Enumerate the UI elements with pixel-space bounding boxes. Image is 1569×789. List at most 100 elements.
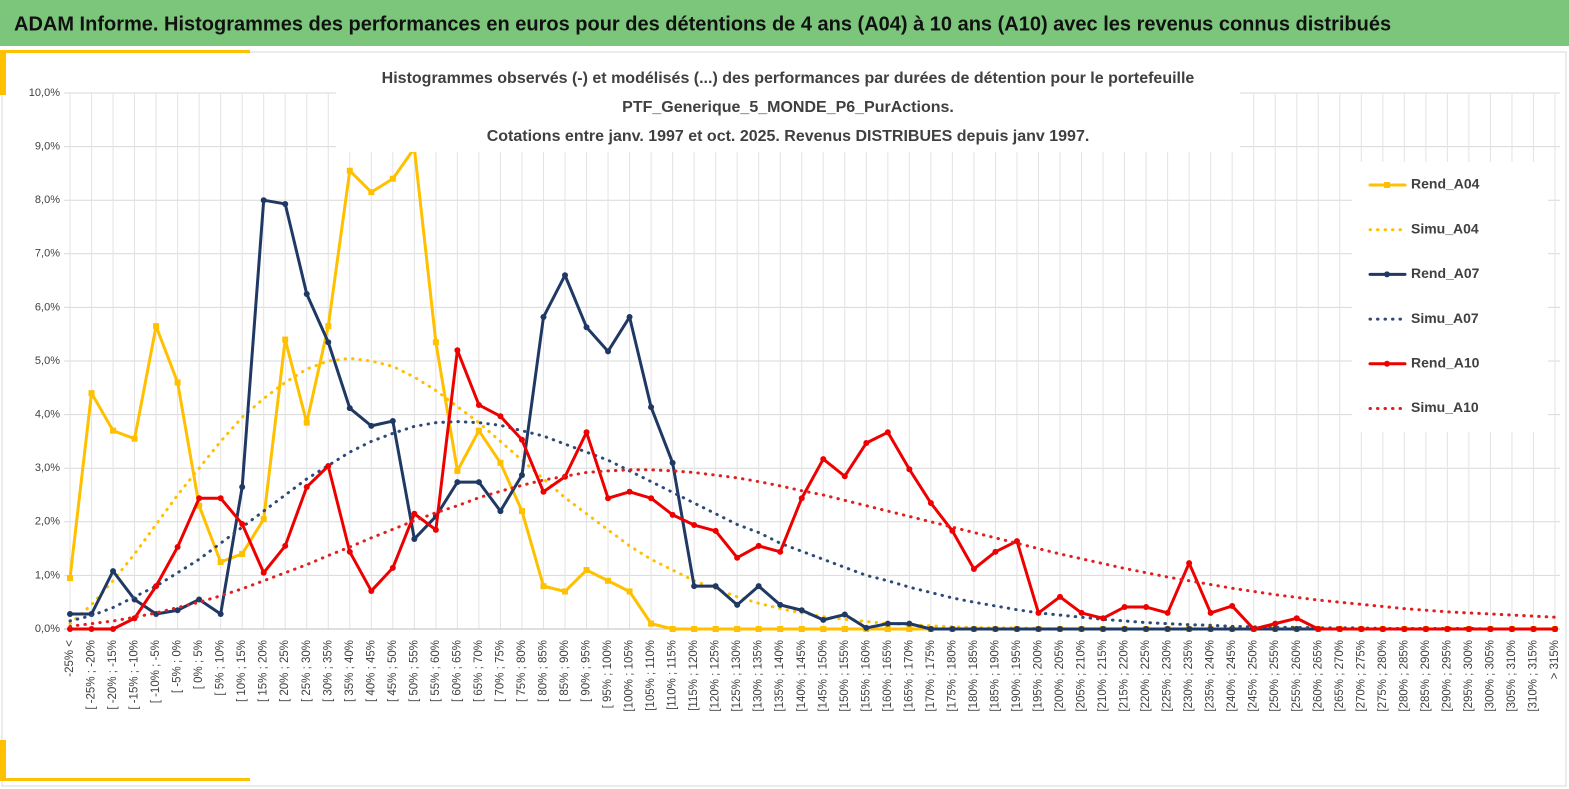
point (110, 568, 117, 575)
point (1229, 602, 1236, 609)
point (669, 459, 676, 466)
y-tick-label: 6,0% (35, 301, 60, 313)
point (1121, 626, 1128, 632)
y-tick-label: 8,0% (35, 194, 60, 206)
x-tick-label: [185% ; 190% (989, 640, 1001, 712)
x-tick-label: [180% ; 185% (968, 640, 980, 712)
point (691, 583, 698, 590)
x-tick-label: [280% ; 285% (1398, 640, 1410, 712)
point (217, 610, 224, 617)
x-tick-label: [195% ; 200% (1033, 640, 1045, 712)
point (518, 472, 525, 479)
legend-marker (1384, 271, 1390, 278)
x-tick-label: [310% ; 315% (1528, 640, 1540, 712)
x-tick-label: [200% ; 205% (1054, 640, 1066, 712)
x-tick-label: [ 35% ; 40% (344, 640, 356, 702)
point (734, 601, 741, 608)
point (260, 516, 267, 523)
legend-label: Simu_A10 (1411, 399, 1479, 415)
x-tick-label: [240% ; 245% (1226, 640, 1238, 712)
point (712, 583, 719, 590)
point (368, 422, 375, 429)
y-tick-label: 10,0% (29, 87, 60, 99)
point (755, 583, 762, 590)
point (1207, 626, 1214, 632)
point (153, 323, 160, 330)
point (67, 626, 73, 632)
point (562, 272, 568, 279)
point (1293, 626, 1300, 632)
point (1057, 626, 1063, 632)
series-line (68, 468, 1557, 628)
x-tick-label: [145% ; 150% (817, 640, 829, 712)
x-tick-label: [ 10% ; 15% (236, 640, 248, 702)
x-tick-label: [ 80% ; 85% (538, 640, 550, 702)
x-tick-label: [120% ; 125% (710, 640, 722, 712)
point (88, 390, 95, 397)
point (648, 620, 655, 627)
point (67, 610, 73, 617)
x-tick-label: [130% ; 135% (753, 640, 765, 712)
chart-title: Cotations entre janv. 1997 et oct. 2025.… (487, 128, 1090, 145)
point (1186, 626, 1193, 632)
point (1013, 626, 1020, 632)
y-tick-label: 2,0% (35, 516, 60, 528)
point (174, 607, 181, 614)
point (626, 488, 633, 495)
point (777, 548, 784, 555)
point (368, 587, 375, 594)
point (820, 456, 827, 463)
x-tick-label: [ -20% ; -15% (107, 640, 119, 710)
x-tick-label: [ 30% ; 35% (322, 640, 334, 702)
legend-label: Rend_A04 (1411, 176, 1480, 192)
point (411, 535, 418, 542)
point (1143, 604, 1150, 611)
point (1186, 560, 1193, 567)
plot (67, 145, 1558, 632)
point (1100, 615, 1107, 622)
y-tick-label: 9,0% (35, 141, 60, 153)
legend-box (1352, 162, 1548, 432)
banner-title: ADAM Informe. Histogrammes des performan… (14, 13, 1391, 35)
x-tick-label: [ -10% ; -5% (150, 640, 162, 703)
point (1143, 626, 1150, 632)
x-tick-label: [300% ; 305% (1484, 640, 1496, 712)
decoration (0, 50, 6, 95)
point (841, 473, 848, 480)
x-tick-label: [125% ; 130% (731, 640, 743, 712)
point (906, 620, 913, 627)
x-tick-label: [ 15% ; 20% (258, 640, 270, 702)
point (325, 323, 332, 330)
point (691, 626, 698, 632)
point (1121, 604, 1128, 611)
point (605, 348, 612, 355)
point (196, 495, 203, 502)
point (1315, 626, 1322, 632)
point (282, 542, 289, 549)
point (949, 527, 956, 534)
point (518, 508, 525, 515)
x-tick-label: [155% ; 160% (860, 640, 872, 712)
x-tick-label: [ -15% ; -10% (129, 640, 141, 710)
point (605, 495, 612, 502)
x-tick-label: [225% ; 230% (1162, 640, 1174, 712)
point (669, 511, 676, 518)
banner-bar (0, 0, 1569, 46)
point (798, 495, 805, 502)
point (303, 483, 310, 490)
chart-title: Histogrammes observés (-) et modélisés (… (382, 70, 1195, 87)
point (282, 336, 289, 343)
point (906, 466, 913, 473)
point (411, 510, 418, 517)
point (497, 459, 504, 466)
point (562, 588, 568, 595)
point (217, 495, 224, 502)
x-tick-label: [305% ; 310% (1506, 640, 1518, 712)
point (1552, 626, 1558, 632)
y-tick-label: 3,0% (35, 462, 60, 474)
point (540, 314, 547, 321)
point (303, 419, 310, 426)
point (1013, 538, 1020, 545)
point (583, 429, 590, 436)
x-tick-label: [255% ; 260% (1291, 640, 1303, 712)
